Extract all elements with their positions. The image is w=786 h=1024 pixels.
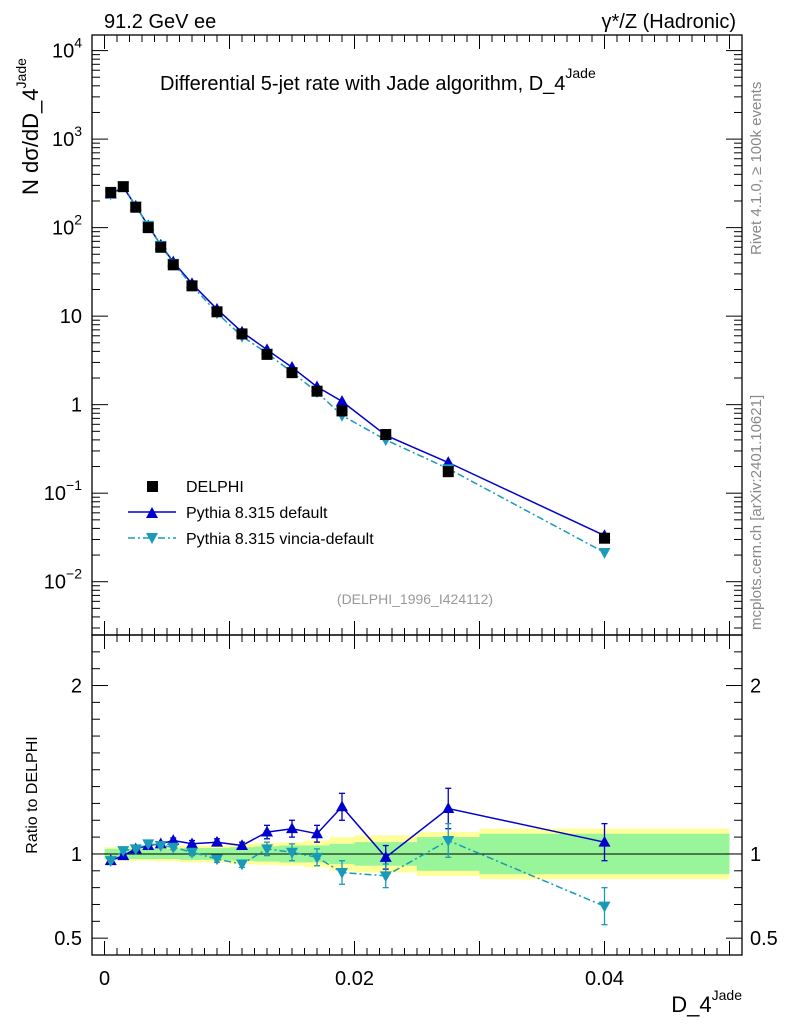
ratio-point-vincia <box>236 859 248 871</box>
ratio-y-tick-label-right: 1 <box>750 844 761 866</box>
ratio-point-vincia <box>261 844 273 856</box>
main-y-tick-labels: 10−2 10−1 1 10 102 103 104 <box>44 35 82 594</box>
legend-label-delphi: DELPHI <box>186 479 244 496</box>
ratio-axis-ticks <box>92 634 742 955</box>
data-point-delphi <box>186 280 198 292</box>
x-axis-label: D_4Jade <box>671 987 742 1017</box>
data-point-delphi <box>167 259 179 271</box>
ratio-y-tick-label-right: 0.5 <box>750 928 778 950</box>
chart-title: Differential 5-jet rate with Jade algori… <box>160 65 596 95</box>
ratio-point-pythia_default <box>379 851 392 862</box>
ratio-point-vincia <box>311 852 323 864</box>
ratio-point-vincia <box>379 871 392 883</box>
main-axis-ticks <box>92 35 742 649</box>
ratio-point-pythia_default <box>286 822 298 834</box>
data-point-delphi <box>211 306 223 318</box>
main-line-vincia <box>110 184 605 554</box>
ratio-series-lines <box>110 805 605 907</box>
ratio-y-axis-label: Ratio to DELPHI <box>24 736 41 853</box>
main-series-markers <box>104 180 611 559</box>
y-tick-label: 1 <box>71 395 82 417</box>
data-point-delphi <box>380 429 392 441</box>
legend-marker-vincia <box>146 533 158 544</box>
ratio-frame <box>91 634 743 956</box>
main-panel: 10−2 10−1 1 10 102 103 104 Differential 5-jet … <box>13 34 743 649</box>
data-point-delphi <box>286 367 298 379</box>
ratio-y-tick-label-left: 1 <box>71 844 82 866</box>
ratio-y-tick-label-left: 2 <box>71 676 82 698</box>
legend: DELPHI Pythia 8.315 default Pythia 8.315… <box>128 479 374 548</box>
process-label: γ*/Z (Hadronic) <box>602 11 736 33</box>
legend-marker-pythia-default <box>146 507 158 518</box>
ratio-point-vincia <box>442 835 455 847</box>
analysis-id-label: (DELPHI_1996_I424112) <box>337 591 493 607</box>
ratio-point-pythia_default <box>598 835 611 847</box>
mcplots-label: mcplots.cern.ch [arXiv:2401.10621] <box>748 395 765 630</box>
ratio-point-vincia <box>286 847 298 859</box>
ratio-line-pythia_default <box>110 805 605 862</box>
ratio-point-vincia <box>211 854 223 866</box>
ratio-point-pythia_default <box>442 802 455 813</box>
x-tick-labels: 0 0.02 0.04 <box>99 968 624 990</box>
ratio-point-vincia <box>598 901 611 913</box>
data-point-delphi <box>117 181 129 193</box>
data-point-delphi <box>442 466 454 478</box>
data-point-delphi <box>130 201 142 213</box>
y-tick-label: 10 <box>60 306 82 328</box>
x-tick-label: 0.04 <box>585 968 624 990</box>
data-point-delphi <box>261 348 273 360</box>
data-point-delphi <box>142 222 154 234</box>
ratio-point-pythia_default <box>167 834 180 845</box>
main-point-vincia <box>598 547 611 559</box>
data-point-delphi <box>155 241 167 253</box>
ratio-point-vincia <box>167 842 180 854</box>
x-tick-label: 0.02 <box>335 968 374 990</box>
ratio-point-pythia_default <box>336 800 348 812</box>
legend-label-pythia-default: Pythia 8.315 default <box>186 505 328 522</box>
ratio-point-vincia <box>336 867 348 879</box>
ratio-point-pythia_default <box>261 825 273 837</box>
ratio-point-vincia <box>104 856 117 867</box>
ratio-panel: 0.5 0.5 1 1 2 2 0 0.02 0.04 Ratio to DELPHI D_4… <box>24 634 778 1017</box>
x-tick-label: 0 <box>99 968 110 990</box>
rivet-version-label: Rivet 4.1.0, ≥ 100k events <box>748 82 765 255</box>
y-tick-label: 104 <box>52 35 82 63</box>
main-series-lines <box>110 184 605 554</box>
y-tick-label: 103 <box>52 123 82 151</box>
ratio-y-tick-label-left: 0.5 <box>54 928 82 950</box>
ratio-point-vincia <box>117 846 130 857</box>
data-point-delphi <box>336 405 348 417</box>
y-axis-label: N dσ/dD_4Jade <box>13 58 43 195</box>
ratio-y-tick-labels: 0.5 0.5 1 1 2 2 <box>54 676 778 951</box>
data-point-delphi <box>599 532 610 544</box>
ratio-line-vincia <box>110 839 605 907</box>
ratio-series-markers <box>104 787 611 926</box>
data-point-delphi <box>311 385 323 397</box>
ratio-point-vincia <box>186 847 198 859</box>
y-tick-label: 10−2 <box>44 566 82 594</box>
ratio-point-pythia_default <box>236 839 248 851</box>
ratio-point-pythia_default <box>211 835 223 847</box>
y-tick-label: 10−1 <box>44 477 82 505</box>
data-point-delphi <box>236 328 248 340</box>
ratio-point-vincia <box>142 839 155 851</box>
ratio-point-pythia_default <box>311 827 323 839</box>
main-line-pythia_default <box>110 186 605 537</box>
main-point-pythia_default <box>336 395 348 406</box>
y-tick-label: 102 <box>52 212 82 240</box>
ratio-point-vincia <box>129 844 142 856</box>
legend-marker-delphi <box>147 481 158 492</box>
data-point-delphi <box>105 186 117 198</box>
legend-label-vincia: Pythia 8.315 vincia-default <box>186 531 374 548</box>
energy-label: 91.2 GeV ee <box>104 11 216 33</box>
ratio-point-vincia <box>154 841 167 852</box>
ratio-y-tick-label-right: 2 <box>750 676 761 698</box>
ratio-point-pythia_default <box>186 837 198 849</box>
